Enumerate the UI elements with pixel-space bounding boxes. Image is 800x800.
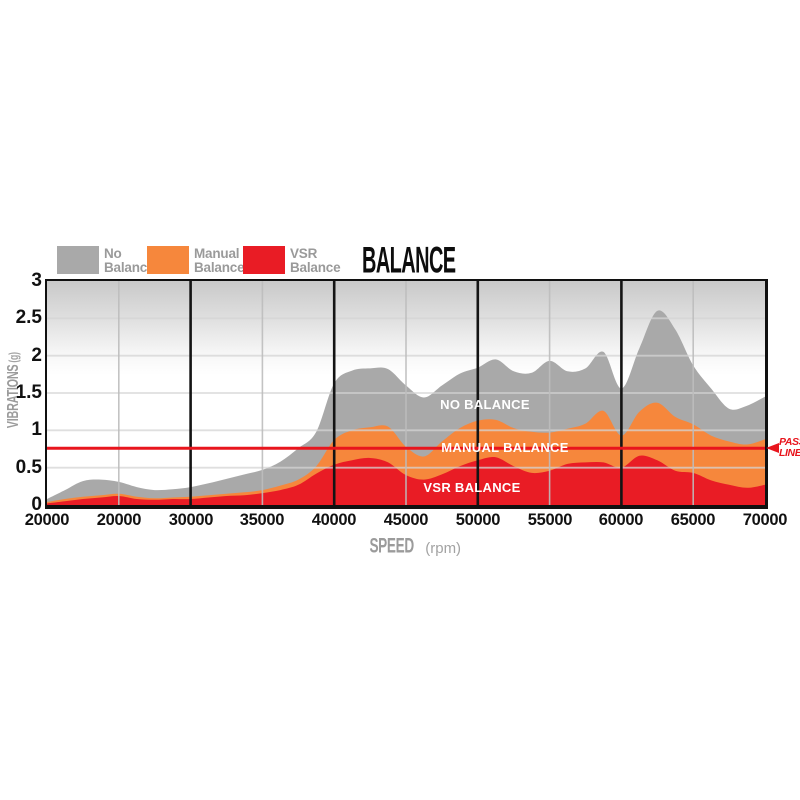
x-tick-55000: 55000 (527, 511, 573, 529)
y-tick-2-5: 2.5 (15, 307, 42, 328)
y-tick-0-5: 0.5 (15, 457, 42, 478)
legend-label-vsr-balance: VSR Balance (290, 246, 341, 275)
chart-title: BALANCE (362, 240, 456, 281)
x-tick-45000: 45000 (383, 511, 429, 529)
series-label-no-balance: NO BALANCE (440, 397, 530, 412)
y-tick-1: 1 (31, 419, 42, 440)
legend-item-vsr-balance: VSR Balance (243, 246, 341, 275)
legend-swatch-no-balance (57, 246, 99, 274)
legend-swatch-manual-balance (147, 246, 189, 274)
y-tick-3: 3 (31, 270, 42, 291)
x-tick-65000: 65000 (670, 511, 716, 529)
legend-swatch-vsr-balance (243, 246, 285, 274)
y-tick-1-5: 1.5 (15, 382, 42, 403)
legend-label-manual-balance: Manual Balance (194, 246, 245, 275)
x-tick-70000: 70000 (742, 511, 788, 529)
pass-line-label: PASSLINE (779, 436, 800, 459)
chart-canvas (47, 281, 765, 505)
x-tick-50000: 50000 (455, 511, 501, 529)
plot-area: NO BALANCE MANUAL BALANCE VSR BALANCE (45, 279, 768, 509)
y-tick-2: 2 (31, 345, 42, 366)
x-tick-60000: 60000 (598, 511, 644, 529)
y-tick-0: 0 (31, 494, 42, 515)
x-tick-35000: 35000 (239, 511, 285, 529)
x-axis-title: SPEED (rpm) (369, 534, 462, 558)
series-label-manual-balance: MANUAL BALANCE (441, 440, 569, 455)
legend-item-no-balance: No Balance (57, 246, 155, 275)
legend-label-no-balance: No Balance (104, 246, 155, 275)
x-tick-30000: 30000 (168, 511, 214, 529)
pass-line-arrow-icon (766, 443, 779, 453)
legend-item-manual-balance: Manual Balance (147, 246, 245, 275)
x-tick-40000: 40000 (311, 511, 357, 529)
x-tick-20000-b: 20000 (96, 511, 142, 529)
x-tick-20000: 20000 (24, 511, 70, 529)
series-label-vsr-balance: VSR BALANCE (423, 480, 521, 495)
